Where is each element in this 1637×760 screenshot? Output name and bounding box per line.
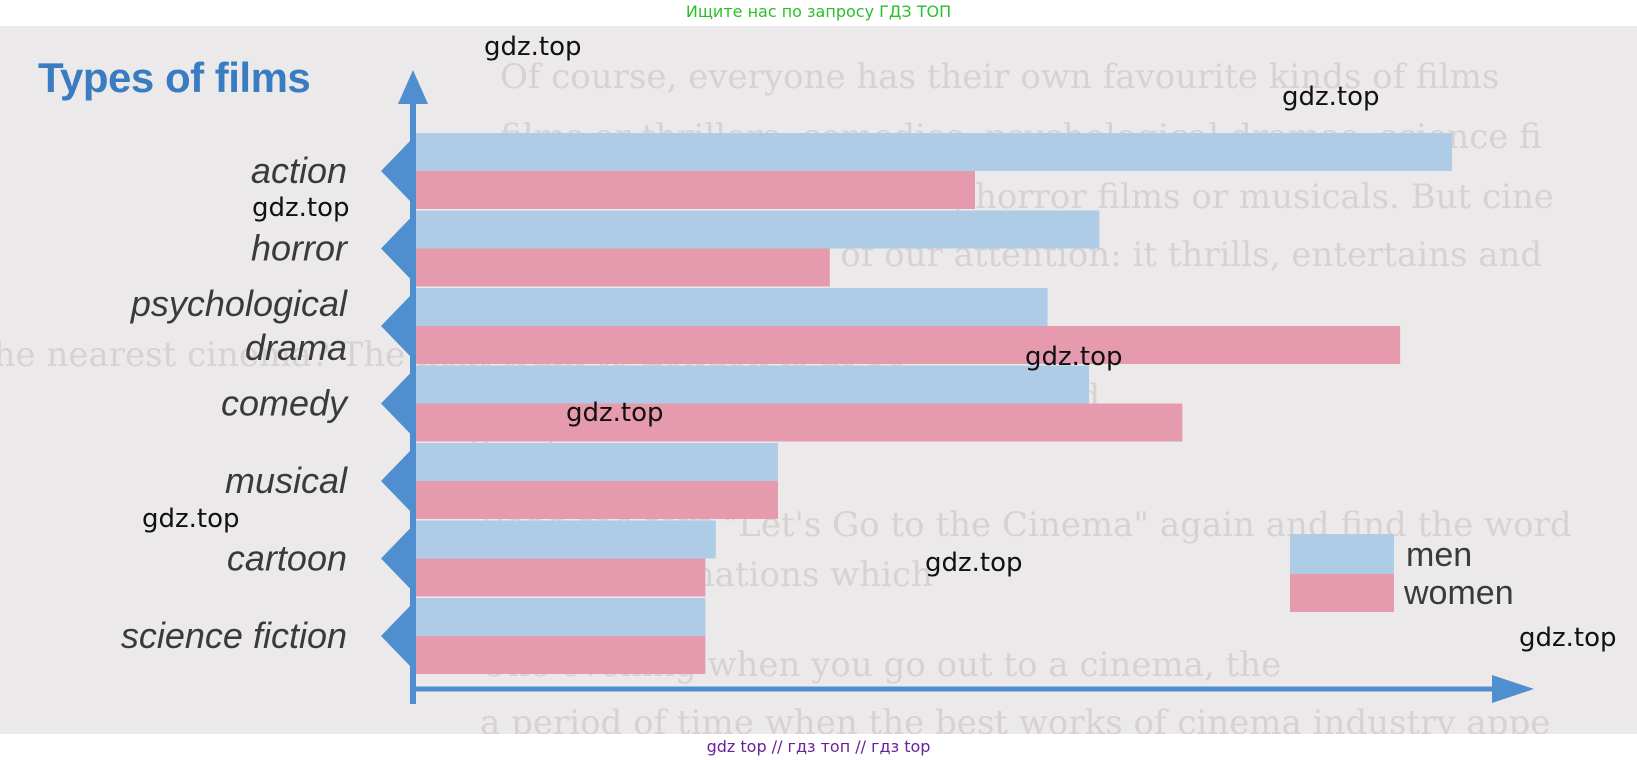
bar-men-musical (415, 443, 778, 481)
background-text-line: Of course, everyone has their own favour… (500, 57, 1500, 97)
bar-men-science-fiction (415, 598, 706, 636)
category-label: horror (251, 228, 349, 269)
watermark: gdz.top (1519, 623, 1617, 653)
bar-women-horror (415, 248, 830, 287)
axis-tick-marker (381, 528, 410, 589)
category-label: cartoon (227, 538, 347, 579)
bar-women-psychological-drama (415, 326, 1401, 364)
footer: gdz top // гдз топ // гдз top (706, 737, 931, 756)
category-label: science fiction (121, 615, 347, 656)
watermark: gdz.top (142, 504, 240, 534)
legend-swatch-women (1290, 574, 1394, 612)
bar-women-action (415, 171, 975, 209)
bar-men-horror (415, 210, 1100, 249)
axis-tick-marker (381, 218, 410, 279)
bar-chart: action horror psychological drama comedy musi… (121, 70, 1534, 704)
axis-tick-marker (381, 451, 410, 511)
background-text-line: a period of time when the best works of … (480, 703, 1551, 734)
category-label: action (251, 150, 347, 191)
category-label: psychological drama (130, 283, 348, 368)
watermark: gdz.top (925, 548, 1023, 578)
bar-women-comedy (415, 403, 1183, 442)
top-banner: Ищите нас по запросу ГДЗ ТОП (685, 2, 952, 21)
bar-women-cartoon (415, 558, 706, 597)
textbook-page: Of course, everyone has their own favour… (0, 26, 1637, 734)
category-label: comedy (221, 383, 349, 424)
axis-tick-marker (381, 141, 410, 201)
watermark: gdz.top (484, 32, 582, 62)
chart-title: Types of films (38, 54, 311, 101)
watermark: gdz.top (566, 398, 664, 428)
axis-tick-marker (381, 373, 410, 434)
bar-women-science-fiction (415, 636, 706, 674)
legend-swatch-men (1290, 534, 1394, 574)
category-label: musical (225, 460, 348, 501)
x-axis-arrow (1492, 675, 1534, 703)
watermark: gdz.top (252, 193, 350, 223)
legend-label-men: men (1406, 536, 1472, 574)
axis-tick-marker (381, 606, 410, 666)
watermark: gdz.top (1282, 82, 1380, 112)
watermark: gdz.top (1025, 342, 1123, 372)
bar-women-musical (415, 481, 778, 519)
bar-men-cartoon (415, 520, 716, 559)
bar-men-psychological-drama (415, 288, 1048, 326)
bar-men-action (415, 133, 1452, 171)
bar-men-comedy (415, 365, 1090, 404)
axis-tick-marker (381, 296, 410, 356)
y-axis-arrow (398, 70, 428, 104)
legend-label-women: women (1403, 574, 1514, 612)
